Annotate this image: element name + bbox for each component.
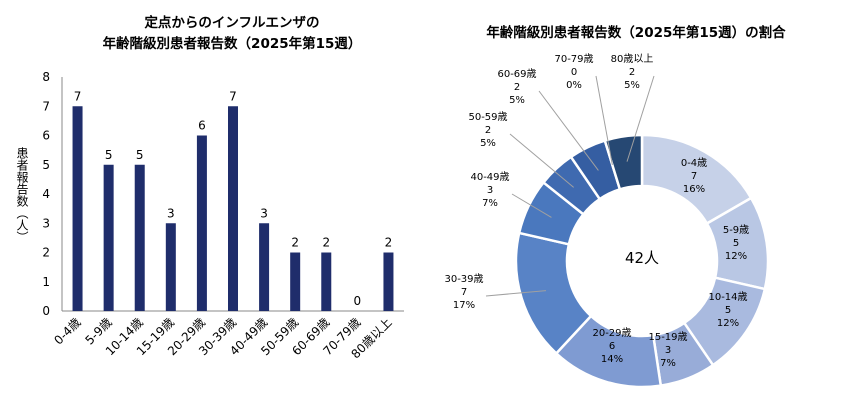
leader-line [538,90,599,171]
slice-label-percent: 12% [725,251,747,262]
leader-line [485,290,547,297]
y-tick-label: 2 [42,246,50,260]
slice-label-category: 15-19歳 [648,331,687,343]
slice-label-category: 10-14歳 [708,291,747,303]
bar [383,252,394,311]
donut-slices [514,133,770,389]
bar [290,252,301,311]
bar-data-label: 2 [291,236,299,250]
slice-label-value: 2 [514,82,520,93]
slice-label-value: 6 [609,341,615,352]
slice-label-percent: 7% [660,358,676,369]
bar [259,223,270,311]
slice-label-category: 70-79歳 [554,53,593,65]
bars [72,106,394,311]
bar-data-label: 7 [229,89,237,103]
y-tick-label: 7 [42,99,50,113]
slice-label-category: 50-59歳 [468,111,507,123]
slice-label-value: 3 [665,345,671,356]
leader-lines [485,75,655,297]
slice-label-category: 80歳以上 [611,53,654,65]
slice-label-percent: 5% [480,138,496,149]
bar-data-label: 3 [260,206,268,220]
bar [228,106,238,311]
bar [165,223,176,311]
slice-label-category: 0-4歳 [681,157,707,169]
bar-chart-title-line2: 年齢階級別患者報告数（2025年第15週） [103,35,362,52]
slice-label-value: 5 [733,238,739,249]
slice-label-percent: 14% [601,354,623,365]
bar-data-label: 2 [322,236,330,250]
donut-slice [603,133,644,191]
bar-chart: 定点からのインフルエンザの 年齢階級別患者報告数（2025年第15週） 患者報告… [15,14,404,361]
bar [103,164,114,311]
slice-label-percent: 7% [482,198,498,209]
data-labels: 7 5 5 3 6 7 3 2 2 0 2 [74,89,393,308]
y-tick-label: 8 [42,70,50,84]
slice-label-category: 60-69歳 [497,68,536,80]
bar-data-label: 5 [105,148,113,162]
y-tick-label: 6 [42,129,50,143]
slice-label-value: 2 [629,67,635,78]
donut-chart-title: 年齢階級別患者報告数（2025年第15週）の割合 [486,24,786,41]
slice-label-category: 30-39歳 [444,273,483,285]
slice-label-percent: 17% [453,300,475,311]
leader-line [511,193,552,218]
y-ticks: 0 1 2 3 4 5 6 7 8 [42,70,50,318]
y-tick-label: 1 [42,275,50,289]
bar-data-label: 6 [198,119,206,133]
bar [134,164,145,311]
slice-label-category: 40-49歳 [470,171,509,183]
slice-label-value: 5 [725,305,731,316]
slice-labels: 0-4歳 7 16% 5-9歳 5 12% 10-14歳 5 12% 15-19歳 3 7% 20-29… [444,53,749,369]
slice-label-percent: 5% [624,80,640,91]
slice-label-value: 7 [691,171,697,182]
slice-label-value: 7 [461,287,467,298]
y-tick-label: 4 [42,187,50,201]
slice-label-percent: 12% [717,318,739,329]
bar-chart-title-line1: 定点からのインフルエンザの [144,14,319,31]
leader-line [509,133,574,188]
slice-label-category: 5-9歳 [723,224,749,236]
bar-data-label: 3 [167,206,175,220]
slice-label-percent: 0% [566,80,582,91]
slice-label-percent: 16% [683,184,705,195]
bar-data-label: 2 [385,236,393,250]
bar [321,252,332,311]
bar-data-label: 7 [74,89,82,103]
x-tick-label: 0-4歳 [51,315,83,347]
slice-label-category: 20-29歳 [592,327,631,339]
bar [72,106,83,311]
leader-line [595,75,613,166]
donut-center-label: 42人 [625,249,659,267]
donut-chart: 年齢階級別患者報告数（2025年第15週）の割合 0-4歳 7 16% 5-9歳 5 12… [444,24,786,389]
slice-label-percent: 5% [509,95,525,106]
slice-label-value: 3 [487,185,493,196]
slice-label-value: 2 [485,125,491,136]
bar-data-label: 5 [136,148,144,162]
bar [196,135,207,311]
slice-label-value: 0 [571,67,577,78]
y-tick-label: 3 [42,216,50,230]
y-tick-label: 5 [42,158,50,172]
y-axis-label: 患者報告数（人） [15,147,29,243]
x-ticks: 0-4歳5-9歳10-14歳15-19歳20-29歳30-39歳40-49歳50… [51,315,394,361]
bar-data-label: 0 [354,294,362,308]
y-tick-label: 0 [42,304,50,318]
leader-line [626,75,655,162]
